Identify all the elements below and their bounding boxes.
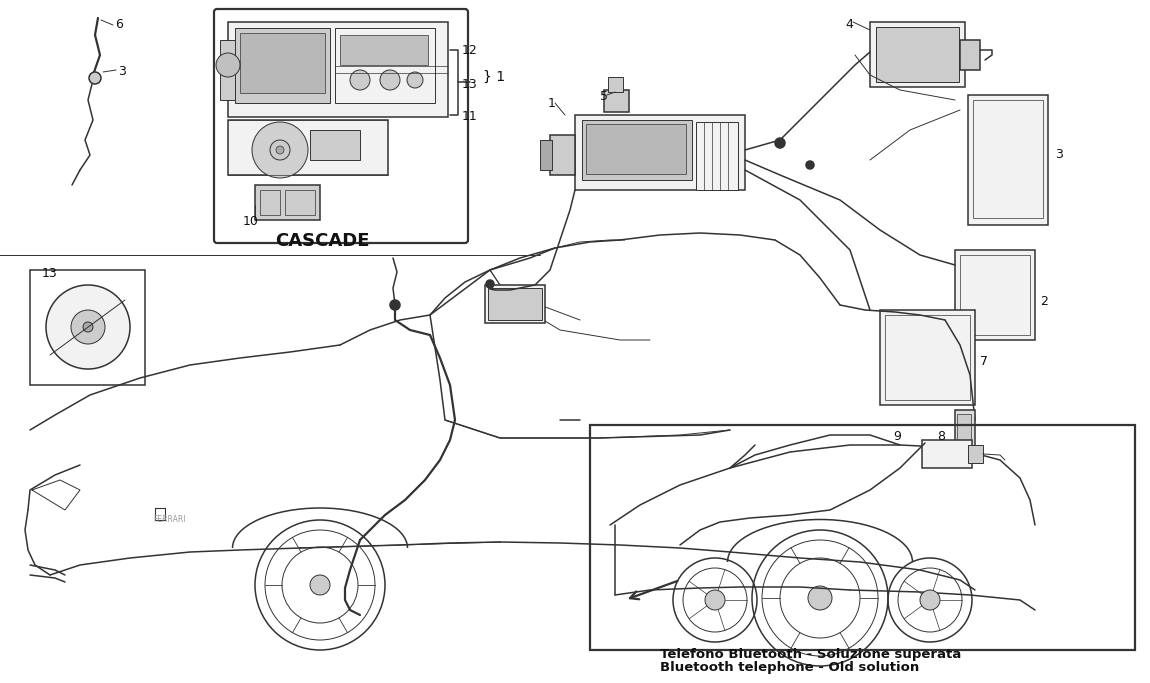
Text: 6: 6 xyxy=(115,18,123,31)
Text: 13: 13 xyxy=(462,78,477,91)
Circle shape xyxy=(276,146,284,154)
Circle shape xyxy=(252,122,308,178)
Circle shape xyxy=(350,70,370,90)
Circle shape xyxy=(486,280,494,288)
Bar xyxy=(960,255,1030,335)
Bar xyxy=(973,100,1043,218)
Bar xyxy=(922,440,972,468)
Bar xyxy=(590,425,1135,650)
Text: 10: 10 xyxy=(243,215,259,228)
Bar xyxy=(240,33,325,93)
Bar xyxy=(960,40,980,70)
Text: 2: 2 xyxy=(1040,295,1048,308)
Bar xyxy=(586,124,687,174)
Circle shape xyxy=(89,72,101,84)
Text: 13: 13 xyxy=(43,267,58,280)
Text: 3: 3 xyxy=(1055,148,1063,161)
Circle shape xyxy=(83,322,93,332)
Bar xyxy=(696,122,738,190)
Bar xyxy=(886,315,969,400)
Circle shape xyxy=(808,586,831,610)
Bar xyxy=(954,250,1035,340)
Circle shape xyxy=(46,285,130,369)
Bar xyxy=(957,414,971,446)
Text: } 1: } 1 xyxy=(483,70,505,84)
Text: 7: 7 xyxy=(980,355,988,368)
Bar xyxy=(30,270,145,385)
Circle shape xyxy=(920,590,940,610)
Bar xyxy=(310,130,360,160)
Text: 9: 9 xyxy=(894,430,900,443)
Circle shape xyxy=(71,310,105,344)
Bar xyxy=(235,28,330,103)
Circle shape xyxy=(775,138,785,148)
Bar xyxy=(228,120,388,175)
Bar xyxy=(550,135,575,175)
Bar xyxy=(340,35,428,65)
Text: Bluetooth telephone - Old solution: Bluetooth telephone - Old solution xyxy=(660,661,919,674)
Text: Telefono Bluetooth - Soluzione superata: Telefono Bluetooth - Soluzione superata xyxy=(660,648,961,661)
Circle shape xyxy=(390,300,400,310)
Bar xyxy=(954,410,975,450)
Bar xyxy=(220,40,235,100)
Text: 11: 11 xyxy=(462,110,477,123)
Bar xyxy=(485,285,545,323)
Text: 8: 8 xyxy=(937,430,945,443)
Bar xyxy=(228,22,448,117)
Circle shape xyxy=(806,161,814,169)
Bar xyxy=(335,28,435,103)
Bar xyxy=(968,95,1048,225)
Bar xyxy=(260,190,279,215)
Bar xyxy=(880,310,975,405)
Bar xyxy=(608,77,623,92)
Text: 12: 12 xyxy=(462,44,477,57)
Circle shape xyxy=(216,53,240,77)
Bar xyxy=(968,445,983,463)
Circle shape xyxy=(270,140,290,160)
Text: 4: 4 xyxy=(845,18,853,31)
Text: CASCADE: CASCADE xyxy=(275,232,369,250)
Text: 3: 3 xyxy=(118,65,125,78)
Circle shape xyxy=(705,590,724,610)
Text: 1: 1 xyxy=(549,97,555,110)
Bar xyxy=(488,288,542,320)
Bar xyxy=(876,27,959,82)
Bar xyxy=(540,140,552,170)
Circle shape xyxy=(310,575,330,595)
Bar xyxy=(582,120,692,180)
Bar xyxy=(604,90,629,112)
Bar xyxy=(255,185,320,220)
Bar xyxy=(285,190,315,215)
Bar xyxy=(575,115,745,190)
Circle shape xyxy=(407,72,423,88)
Text: 5: 5 xyxy=(600,90,608,103)
Bar xyxy=(871,22,965,87)
Circle shape xyxy=(380,70,400,90)
Text: FERRARI: FERRARI xyxy=(154,516,186,525)
